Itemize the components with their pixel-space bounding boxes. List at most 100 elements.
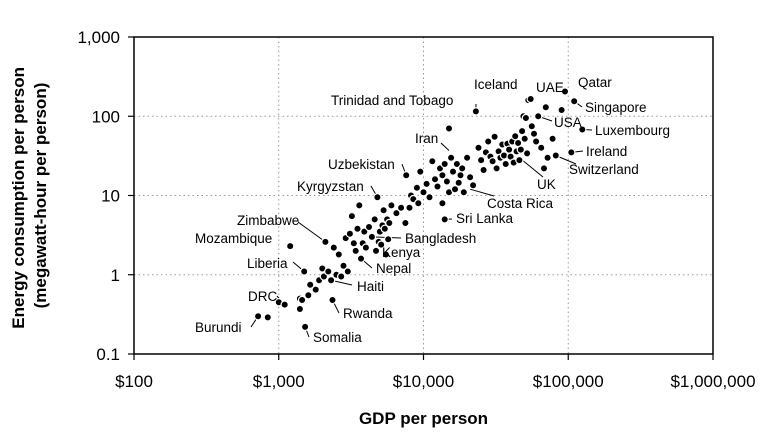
data-point xyxy=(521,113,531,123)
x-tick-label: $10,000 xyxy=(393,372,454,391)
annotation-label: Mozambique xyxy=(195,231,272,246)
data-point xyxy=(465,172,475,182)
data-point xyxy=(428,157,437,166)
y-axis-title-line-2: (megawatt-hour per person) xyxy=(31,83,50,309)
annotation-label: Singapore xyxy=(585,100,647,115)
data-point xyxy=(286,241,295,251)
data-point xyxy=(367,232,377,242)
annotation-label: UAE xyxy=(536,80,564,95)
data-point xyxy=(499,151,509,160)
annotation-label: Liberia xyxy=(247,256,288,271)
data-point xyxy=(345,229,355,238)
data-point xyxy=(295,304,305,314)
data-point xyxy=(321,237,330,247)
data-point xyxy=(300,322,310,332)
data-point xyxy=(578,125,587,134)
data-point xyxy=(529,129,539,138)
y-tick-labels: 0.1 1 10 100 1,000 xyxy=(77,28,120,364)
data-point xyxy=(484,137,493,146)
annotation-label: Uzbekistan xyxy=(328,157,395,172)
data-point xyxy=(479,165,488,175)
axis-ticks xyxy=(128,36,714,360)
y-axis-title-line-1: Energy consumption per person xyxy=(9,67,28,329)
annotation-label: Somalia xyxy=(313,330,362,345)
data-point xyxy=(548,134,557,143)
data-point xyxy=(462,153,472,162)
data-point xyxy=(343,267,352,276)
y-tick-label: 100 xyxy=(92,107,120,126)
data-point xyxy=(438,171,447,180)
data-point xyxy=(297,295,307,305)
data-point xyxy=(471,107,481,116)
data-point xyxy=(520,134,529,143)
data-point xyxy=(334,250,343,259)
data-point xyxy=(456,171,465,180)
annotation-label: Zimbabwe xyxy=(237,213,299,228)
data-point xyxy=(516,145,526,154)
y-tick-label: 1,000 xyxy=(77,28,120,47)
data-point xyxy=(401,218,410,228)
data-point xyxy=(452,159,462,169)
annotation-label: Ireland xyxy=(586,144,627,159)
data-point xyxy=(531,137,541,146)
data-point xyxy=(300,267,309,276)
data-point xyxy=(454,178,463,187)
data-point xyxy=(557,105,566,115)
data-point xyxy=(422,179,431,189)
annotation-label: Haiti xyxy=(357,279,384,294)
data-point xyxy=(440,215,449,224)
data-point xyxy=(385,218,394,228)
data-point xyxy=(392,208,401,218)
data-point xyxy=(253,312,263,321)
data-point xyxy=(328,295,337,305)
data-point xyxy=(377,240,386,249)
data-point xyxy=(280,300,289,309)
x-axis-title: GDP per person xyxy=(359,409,488,428)
data-point xyxy=(416,167,425,176)
annotation-label: USA xyxy=(554,115,582,130)
annotation-labels: Qatar UAE Iceland Singapore Trinidad and Tob… xyxy=(195,75,670,345)
annotation-label: Switzerland xyxy=(569,162,639,177)
data-point xyxy=(442,177,452,186)
data-point xyxy=(458,164,467,173)
annotation-leader xyxy=(440,142,450,151)
data-point xyxy=(570,96,579,106)
data-point xyxy=(349,238,358,248)
data-point xyxy=(476,155,486,165)
data-point xyxy=(419,187,428,197)
data-point xyxy=(440,159,449,169)
data-point xyxy=(526,94,535,104)
data-point xyxy=(551,151,561,160)
data-point xyxy=(430,175,440,184)
annotation-leader xyxy=(469,188,495,197)
data-point xyxy=(405,203,414,212)
data-point xyxy=(329,243,338,252)
data-point xyxy=(380,224,389,233)
data-point xyxy=(522,149,532,158)
x-tick-label: $100,000 xyxy=(533,372,604,391)
data-point xyxy=(396,203,406,212)
annotation-leader xyxy=(297,221,326,243)
annotation-label: Kenya xyxy=(382,245,421,260)
y-tick-label: 10 xyxy=(101,187,120,206)
annotation-label: Rwanda xyxy=(343,306,393,321)
data-point xyxy=(402,171,411,180)
x-tick-label: $1,000,000 xyxy=(670,372,755,391)
annotation-label: Bangladesh xyxy=(405,231,476,246)
data-point xyxy=(371,246,381,256)
annotation-label: Iceland xyxy=(474,77,518,92)
data-point xyxy=(414,198,423,208)
x-tick-labels: $100 $1,000 $10,000 $100,000 $1,000,000 xyxy=(115,372,755,391)
data-point xyxy=(539,164,549,173)
annotation-label: Luxembourg xyxy=(595,123,670,138)
data-point xyxy=(387,201,396,210)
annotation-label: Nepal xyxy=(376,261,411,276)
data-point xyxy=(364,222,374,232)
data-point xyxy=(488,157,497,166)
data-point xyxy=(370,215,379,224)
data-point xyxy=(351,246,360,256)
annotation-label: Iran xyxy=(415,131,438,146)
data-point xyxy=(361,243,371,252)
data-points xyxy=(253,87,587,332)
y-tick-label: 0.1 xyxy=(96,345,120,364)
